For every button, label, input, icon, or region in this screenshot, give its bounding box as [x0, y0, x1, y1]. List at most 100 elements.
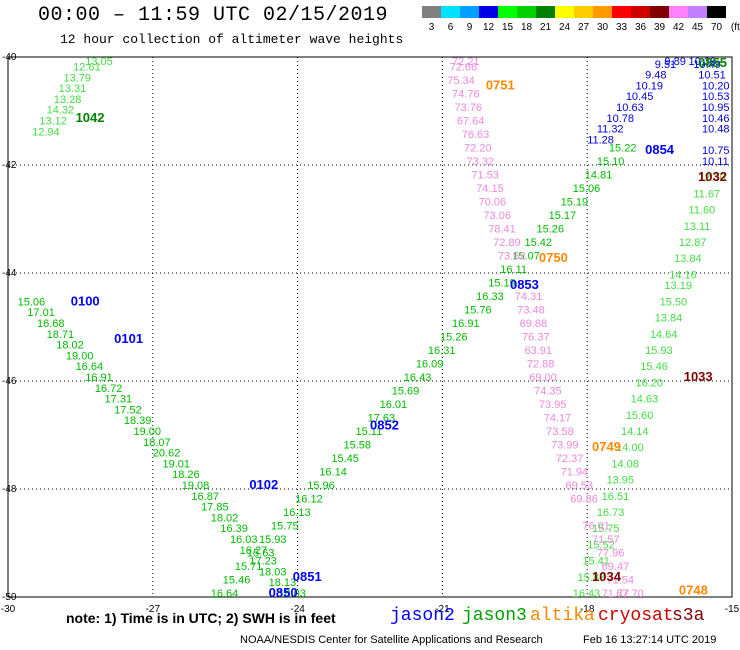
- wave-height-label: 72.66: [450, 62, 478, 74]
- time-label: 0850: [269, 585, 298, 600]
- wave-height-label: 13.31: [59, 83, 87, 95]
- wave-height-label: 15.60: [626, 410, 654, 422]
- wave-height-label: 18.02: [56, 340, 84, 352]
- wave-height-label: 20.62: [153, 448, 181, 460]
- legend-label: 36: [634, 22, 647, 33]
- wave-height-label: 72.21: [452, 56, 480, 68]
- wave-height-label: 75.34: [447, 75, 475, 87]
- wave-height-label: 16.12: [295, 494, 323, 506]
- wave-height-label: 12.61: [73, 62, 101, 74]
- wave-height-label: 16.64: [76, 361, 104, 373]
- legend-label: 45: [691, 22, 704, 33]
- wave-height-label: 14.81: [585, 170, 613, 182]
- wave-height-label: 15.75: [271, 521, 299, 533]
- wave-height-label: 15.71: [235, 561, 263, 573]
- wave-height-label: 15.06: [573, 183, 601, 195]
- time-label: 0853: [510, 277, 539, 292]
- satellite-cryosat: cryosat: [598, 606, 674, 626]
- wave-height-label: 16.33: [476, 291, 504, 303]
- wave-height-label: 16.87: [191, 491, 219, 503]
- wave-height-label: 10.51: [698, 70, 726, 82]
- wave-height-label: 11.60: [689, 205, 716, 217]
- satellite-jason2: jason2: [390, 606, 455, 626]
- wave-height-label: 14.00: [616, 442, 644, 454]
- wave-height-label: 13.84: [674, 253, 702, 265]
- wave-height-label: 73.95: [539, 399, 567, 411]
- time-label: 0855: [698, 55, 727, 70]
- time-label: 0751: [486, 77, 515, 92]
- wave-height-label: 10.46: [702, 113, 730, 125]
- wave-height-label: 71.94: [561, 467, 589, 479]
- x-tick-label: -27: [146, 604, 161, 615]
- wave-height-label: 16.68: [37, 318, 65, 330]
- wave-height-label: 15.58: [343, 440, 371, 452]
- wave-height-label: 17.31: [105, 394, 133, 406]
- wave-height-label: 10.48: [702, 124, 730, 136]
- legend-label: 39: [653, 22, 666, 33]
- wave-height-label: 71.57: [592, 534, 620, 546]
- wave-height-label: 16.14: [319, 467, 347, 479]
- wave-height-label: 16.09: [416, 359, 444, 371]
- wave-height-label: 15.45: [331, 453, 359, 465]
- wave-height-label: 10.20: [702, 80, 730, 92]
- axes: [7, 56, 733, 598]
- wave-height-label: 74.15: [476, 183, 504, 195]
- wave-height-label: 16.43: [404, 372, 432, 384]
- legend-label: 6: [447, 22, 454, 33]
- wave-height-label: 15.76: [464, 305, 492, 317]
- credit-line: NOAA/NESDIS Center for Satellite Applica…: [240, 634, 543, 646]
- time-label: 1042: [76, 110, 105, 125]
- y-tick-label: -50: [2, 592, 17, 603]
- footer-note: note: 1) Time is in UTC; 2) SWH is in fe…: [66, 610, 336, 626]
- x-tick-label: -24: [290, 604, 305, 615]
- wave-height-label: 19.08: [182, 480, 210, 492]
- wave-height-label: 15.10: [597, 156, 625, 168]
- wave-height-label: 13.79: [64, 72, 92, 84]
- wave-height-label: 69.47: [602, 561, 630, 573]
- wave-height-label: 73.99: [551, 440, 579, 452]
- wave-height-label: 17.23: [249, 556, 277, 568]
- y-tick-label: -44: [2, 268, 17, 279]
- wave-height-label: 17.63: [368, 413, 396, 425]
- wave-height-label: 14.64: [650, 329, 678, 341]
- wave-height-label: 72.89: [493, 237, 521, 249]
- wave-height-label: 16.72: [95, 383, 123, 395]
- wave-height-label: 69.86: [570, 494, 598, 506]
- wave-height-label: 10.95: [702, 102, 730, 114]
- wave-height-label: 15.17: [549, 210, 577, 222]
- wave-height-label: 73.62: [498, 251, 526, 263]
- time-label: 1033: [684, 369, 713, 384]
- wave-height-label: 74.17: [544, 413, 572, 425]
- wave-height-label: 12.30: [698, 172, 726, 184]
- wave-height-label: 16.27: [240, 545, 268, 557]
- wave-height-label: 73.76: [454, 102, 482, 114]
- y-tick-label: -48: [2, 484, 17, 495]
- grid-lines: [8, 57, 732, 597]
- x-tick-label: -30: [1, 604, 16, 615]
- wave-height-label: 71.53: [471, 170, 499, 182]
- wave-height-label: 18.26: [172, 469, 200, 481]
- chart-subtitle: 12 hour collection of altimeter wave hei…: [60, 32, 404, 47]
- wave-height-label: 12.87: [679, 237, 707, 249]
- wave-height-label: 73.58: [546, 426, 574, 438]
- time-label: 0749: [592, 439, 621, 454]
- wave-height-label: 15.42: [524, 237, 552, 249]
- wave-height-label: 18.39: [124, 415, 152, 427]
- time-label: 0852: [370, 418, 399, 433]
- time-label: 0750: [539, 250, 568, 265]
- wave-height-label: 16.91: [452, 318, 480, 330]
- chart-title: 00:00 – 11:59 UTC 02/15/2019: [38, 4, 389, 27]
- wave-height-label: 77.96: [597, 548, 625, 560]
- wave-height-label: 18.13: [269, 577, 297, 589]
- wave-height-values: 13.0512.6113.7913.3113.2814.3213.1212.94…: [18, 56, 730, 600]
- wave-height-label: 14.32: [47, 105, 75, 117]
- legend-label: 15: [501, 22, 514, 33]
- wave-height-label: 19.01: [162, 458, 190, 470]
- wave-height-label: 13.12: [39, 116, 67, 128]
- tick-labels: -30 -27 -24 -21 -18 -15 -40 -42 -44 -46 -48 -50: [1, 52, 740, 615]
- wave-height-label: 71.77: [602, 588, 630, 600]
- legend-label: 33: [615, 22, 628, 33]
- wave-height-label: 19.00: [66, 350, 94, 362]
